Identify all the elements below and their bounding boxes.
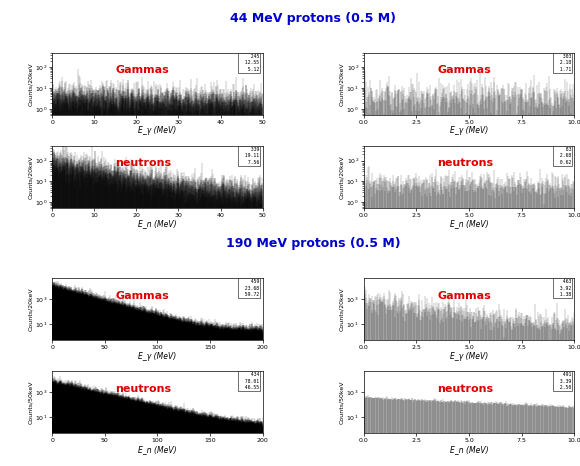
X-axis label: E_γ (MeV): E_γ (MeV)	[138, 351, 176, 361]
Text: 459
  23.68
  59.72: 459 23.68 59.72	[240, 279, 259, 297]
X-axis label: E_n (MeV): E_n (MeV)	[138, 219, 177, 228]
Y-axis label: Counts/20keV: Counts/20keV	[339, 155, 345, 199]
Text: 303
  2.18
  1.71: 303 2.18 1.71	[554, 54, 571, 72]
X-axis label: E_γ (MeV): E_γ (MeV)	[450, 351, 488, 361]
X-axis label: E_n (MeV): E_n (MeV)	[450, 445, 488, 453]
Y-axis label: Counts/20keV: Counts/20keV	[339, 288, 345, 331]
Text: 339
  19.11
  7.56: 339 19.11 7.56	[240, 147, 259, 164]
Text: 434
  78.01
  46.55: 434 78.01 46.55	[240, 372, 259, 390]
Text: 83
  2.68
  0.62: 83 2.68 0.62	[554, 147, 571, 164]
Y-axis label: Counts/20keV: Counts/20keV	[28, 288, 33, 331]
Text: neutrons: neutrons	[437, 384, 494, 394]
Text: neutrons: neutrons	[437, 158, 494, 169]
Text: Gammas: Gammas	[437, 290, 491, 301]
X-axis label: E_n (MeV): E_n (MeV)	[450, 219, 488, 228]
Text: Gammas: Gammas	[115, 290, 169, 301]
Y-axis label: Counts/50keV: Counts/50keV	[28, 381, 33, 424]
Text: 245
  12.55
  5.12: 245 12.55 5.12	[240, 54, 259, 72]
Y-axis label: Counts/20keV: Counts/20keV	[28, 155, 33, 199]
X-axis label: E_γ (MeV): E_γ (MeV)	[138, 126, 176, 136]
Text: Gammas: Gammas	[115, 65, 169, 75]
Text: neutrons: neutrons	[115, 384, 172, 394]
Y-axis label: Counts/20keV: Counts/20keV	[28, 62, 33, 106]
X-axis label: E_γ (MeV): E_γ (MeV)	[450, 126, 488, 136]
Text: 491
  3.39
  2.50: 491 3.39 2.50	[554, 372, 571, 390]
Text: 463
  3.92
  1.38: 463 3.92 1.38	[554, 279, 571, 297]
Y-axis label: Counts/50keV: Counts/50keV	[339, 381, 345, 424]
Y-axis label: Counts/20keV: Counts/20keV	[339, 62, 345, 106]
Text: 44 MeV protons (0.5 M): 44 MeV protons (0.5 M)	[230, 12, 396, 25]
Text: neutrons: neutrons	[115, 158, 172, 169]
X-axis label: E_n (MeV): E_n (MeV)	[138, 445, 177, 453]
Text: 190 MeV protons (0.5 M): 190 MeV protons (0.5 M)	[226, 237, 401, 250]
Text: Gammas: Gammas	[437, 65, 491, 75]
